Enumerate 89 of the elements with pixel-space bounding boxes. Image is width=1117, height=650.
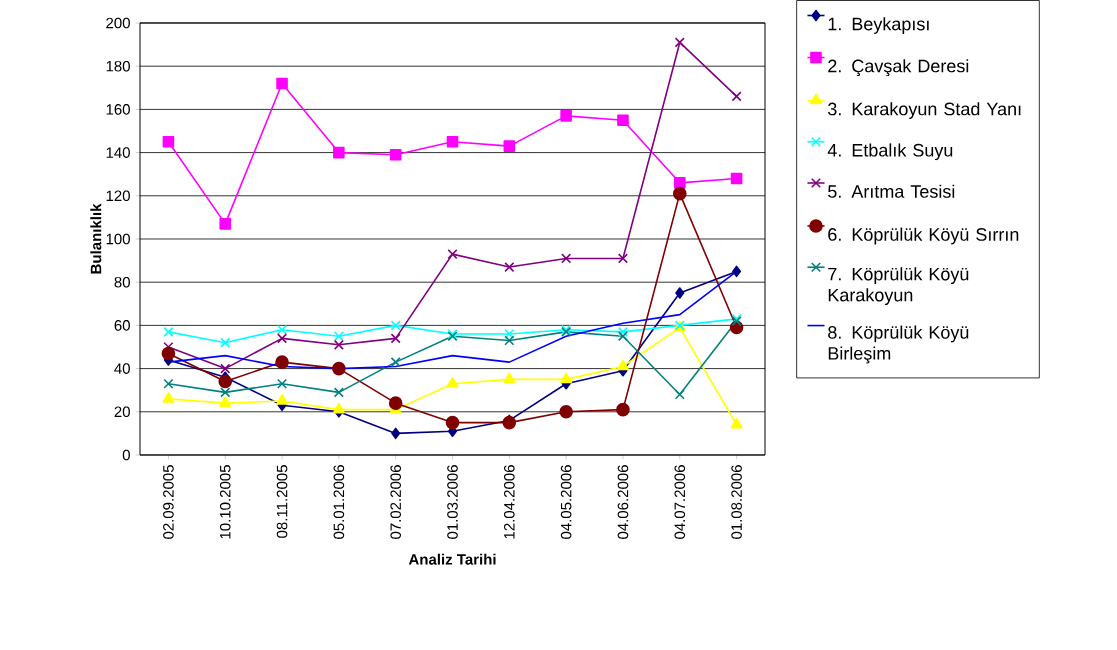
y-tick-label: 60 [114, 320, 130, 331]
y-tick-label: 0 [122, 449, 130, 461]
y-tick-label: 180 [106, 60, 130, 72]
x-axis-title: Analiz Tarihi [408, 553, 496, 565]
point [163, 378, 174, 389]
x-tick-label: 05.01.2006 [333, 465, 345, 539]
point [731, 91, 742, 102]
point [617, 253, 628, 264]
point [276, 77, 288, 90]
point [673, 177, 686, 189]
point [275, 355, 289, 369]
point [333, 339, 344, 350]
point [388, 396, 403, 410]
x-tick-label: 08.11.2005 [276, 465, 288, 538]
point [390, 333, 401, 344]
point [560, 110, 572, 122]
point [161, 346, 176, 361]
x-tick-label: 04.07.2006 [674, 465, 686, 539]
point [332, 402, 345, 414]
point [446, 135, 459, 148]
y-tick-label: 40 [114, 363, 130, 374]
point [162, 392, 175, 403]
point [163, 326, 174, 337]
point [730, 172, 743, 185]
y-tick-label: 160 [106, 104, 130, 115]
point [219, 396, 232, 407]
point [561, 253, 572, 264]
x-tick-label: 01.08.2006 [731, 465, 742, 539]
point [220, 387, 231, 398]
legend-label: 5. Arıtma Tesisi [828, 184, 955, 198]
point [218, 374, 233, 389]
point [447, 249, 458, 260]
point [391, 427, 401, 440]
point [276, 394, 289, 405]
legend-label: 6. Köprülük Köyü Sırrın [828, 227, 1019, 245]
point [617, 114, 629, 126]
point [617, 331, 628, 342]
legend-label: 8. Köprülük Köyü Birleşim [828, 325, 969, 364]
point [674, 37, 685, 48]
y-tick-label: 120 [106, 190, 130, 202]
legend-label: 1. Beykapısı [828, 17, 929, 34]
point [503, 372, 516, 384]
x-tick-label: 10.10.2005 [219, 465, 231, 539]
point [277, 333, 288, 344]
point [445, 415, 460, 430]
point [390, 357, 401, 368]
point [446, 376, 459, 388]
point [333, 387, 344, 398]
point [219, 218, 232, 230]
y-tick-label: 100 [106, 233, 130, 245]
legend-label: 7. Köprülük Köyü Karakoyun [828, 267, 969, 305]
point [390, 320, 401, 331]
x-tick-label: 12.04.2006 [504, 465, 515, 539]
point [674, 389, 685, 400]
point [559, 404, 573, 419]
y-tick-label: 140 [106, 147, 130, 158]
point [504, 328, 515, 340]
point [617, 326, 628, 337]
y-tick-label: 200 [106, 17, 130, 29]
point [277, 324, 288, 335]
point [675, 287, 685, 299]
y-tick-label: 80 [114, 276, 130, 288]
point [333, 146, 345, 159]
point [732, 265, 742, 278]
point [730, 417, 743, 429]
point [672, 186, 687, 201]
legend-label: 4. Etbalık Suyu [827, 143, 953, 161]
point [277, 378, 288, 389]
point [503, 140, 516, 152]
point [333, 331, 344, 342]
x-tick-label: 04.05.2006 [560, 465, 572, 539]
x-tick-label: 02.09.2005 [163, 465, 174, 539]
point [220, 363, 231, 374]
point [504, 335, 515, 346]
y-axis-title: Bulanıklık [90, 203, 102, 274]
point [504, 262, 515, 273]
x-tick-label: 04.06.2006 [617, 465, 629, 539]
y-tick-label: 20 [114, 406, 130, 418]
point [616, 359, 629, 371]
x-tick-label: 01.03.2006 [447, 465, 458, 539]
point [332, 361, 346, 376]
point [560, 372, 573, 384]
point [220, 337, 231, 348]
point [389, 148, 402, 161]
x-tick-label: 07.02.2006 [390, 465, 401, 539]
point [616, 402, 630, 417]
point [162, 135, 175, 148]
legend-label: 3. Karakoyun Stad Yanı [828, 102, 1021, 119]
legend-label: 2. Çavşak Deresi [828, 59, 969, 77]
